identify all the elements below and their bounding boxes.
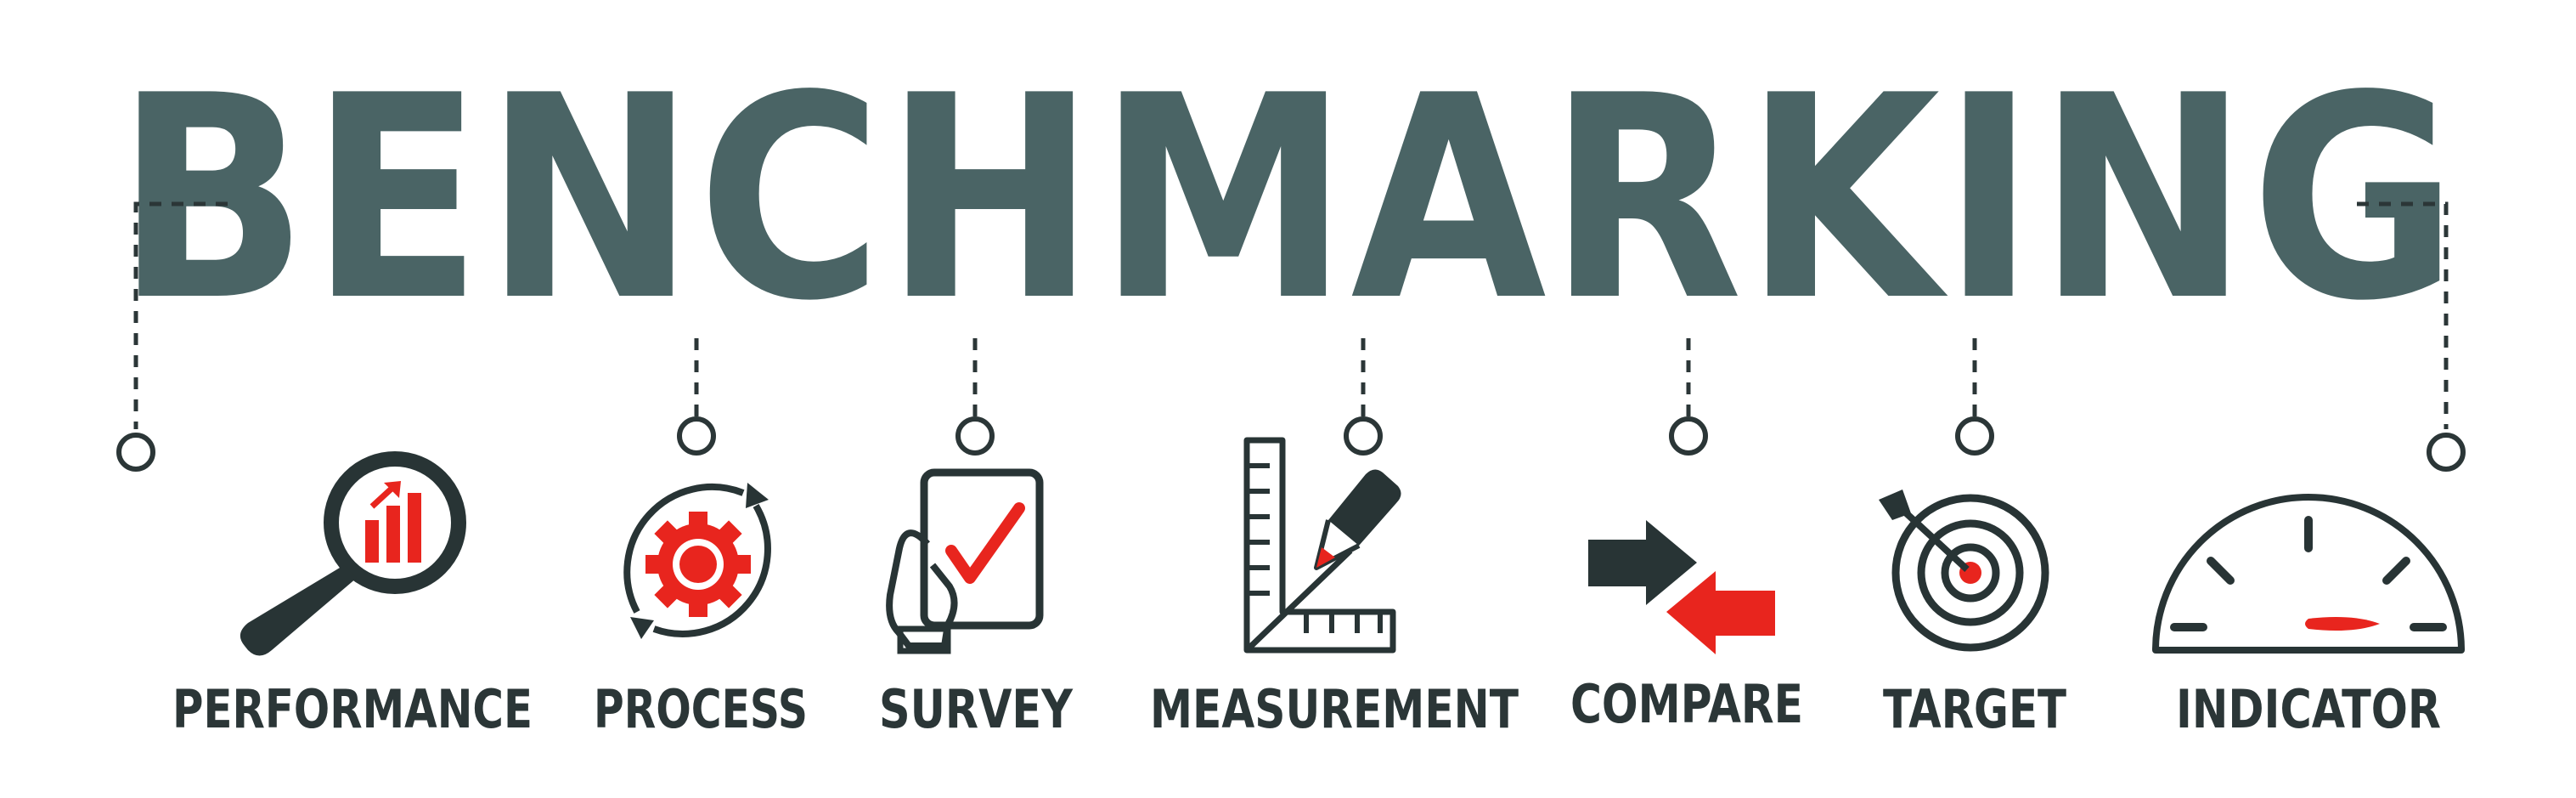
label-survey: SURVEY [879, 678, 1074, 740]
label-process: PROCESS [594, 678, 808, 740]
page-title: BENCHMARKING [116, 36, 2460, 362]
connector-process [677, 338, 716, 456]
label-measurement: MEASUREMENT [1150, 678, 1519, 740]
connector-survey [955, 338, 995, 456]
opposing-arrows-icon [1588, 520, 1775, 654]
dartboard-icon [1879, 490, 2049, 652]
label-target: TARGET [1883, 678, 2066, 740]
magnifier-chart-icon [240, 451, 466, 656]
connector-left [116, 201, 228, 472]
connector-right [2357, 201, 2466, 472]
gear-cycle-icon [623, 483, 771, 639]
connector-target [1955, 338, 1994, 456]
ruler-pencil-icon [1243, 437, 1401, 654]
label-compare: COMPARE [1570, 673, 1803, 735]
speedometer-icon [2152, 494, 2465, 654]
label-performance: PERFORMANCE [172, 678, 533, 740]
label-indicator: INDICATOR [2176, 678, 2441, 740]
connector-compare [1669, 338, 1708, 456]
connector-measurement [1344, 338, 1383, 456]
hand-clipboard-check-icon [886, 468, 1044, 654]
